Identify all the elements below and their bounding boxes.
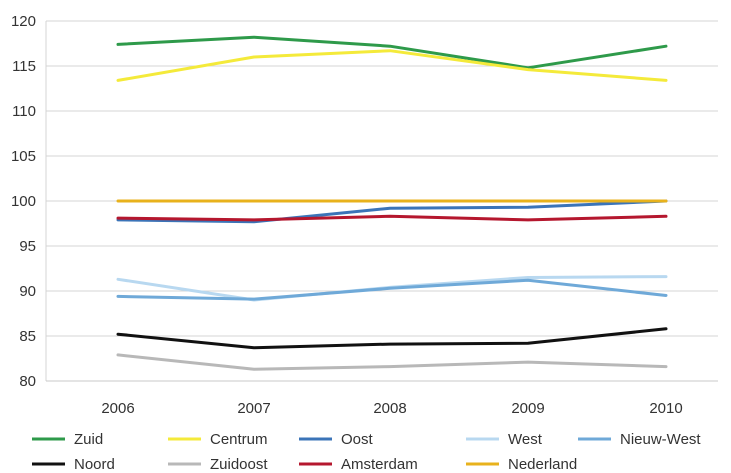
series-lines bbox=[116, 35, 668, 371]
y-tick-label-95: 95 bbox=[19, 238, 36, 255]
legend-label-centrum: Centrum bbox=[210, 431, 268, 448]
x-tick-label-2007: 2007 bbox=[237, 400, 270, 417]
series-line-noord bbox=[116, 327, 668, 350]
y-tick-label-80: 80 bbox=[19, 373, 36, 390]
legend-label-noord: Noord bbox=[74, 456, 115, 473]
x-tick-label-2010: 2010 bbox=[649, 400, 682, 417]
legend-label-oost: Oost bbox=[341, 431, 374, 448]
x-tick-label-2008: 2008 bbox=[373, 400, 406, 417]
y-tick-label-105: 105 bbox=[11, 148, 36, 165]
legend-label-amsterdam: Amsterdam bbox=[341, 456, 418, 473]
series-line-nieuw-west bbox=[116, 278, 668, 301]
series-line-zuidoost bbox=[116, 353, 668, 371]
y-tick-label-110: 110 bbox=[12, 103, 36, 120]
y-tick-label-85: 85 bbox=[19, 328, 36, 345]
y-tick-label-100: 100 bbox=[11, 193, 36, 210]
y-tick-label-115: 115 bbox=[12, 58, 36, 75]
legend-label-nederland: Nederland bbox=[508, 456, 577, 473]
x-tick-label-2009: 2009 bbox=[511, 400, 544, 417]
legend-label-zuidoost: Zuidoost bbox=[210, 456, 268, 473]
x-tick-label-2006: 2006 bbox=[101, 400, 134, 417]
legend-label-nieuw-west: Nieuw-West bbox=[620, 431, 701, 448]
legend: Zuid Centrum Oost West Nieuw-West Noord Zuidoo… bbox=[32, 431, 701, 473]
y-tick-label-120: 120 bbox=[11, 13, 36, 30]
y-tick-label-90: 90 bbox=[19, 283, 36, 300]
series-line-oost bbox=[116, 199, 668, 224]
series-line-amsterdam bbox=[116, 214, 668, 222]
series-line-centrum bbox=[116, 49, 668, 82]
legend-label-zuid: Zuid bbox=[74, 431, 103, 448]
series-line-zuid bbox=[116, 35, 668, 70]
legend-label-west: West bbox=[508, 431, 543, 448]
axes: 80 85 90 95 100 105 110 115 120 2006 2007 2008 2009 2… bbox=[11, 13, 718, 417]
